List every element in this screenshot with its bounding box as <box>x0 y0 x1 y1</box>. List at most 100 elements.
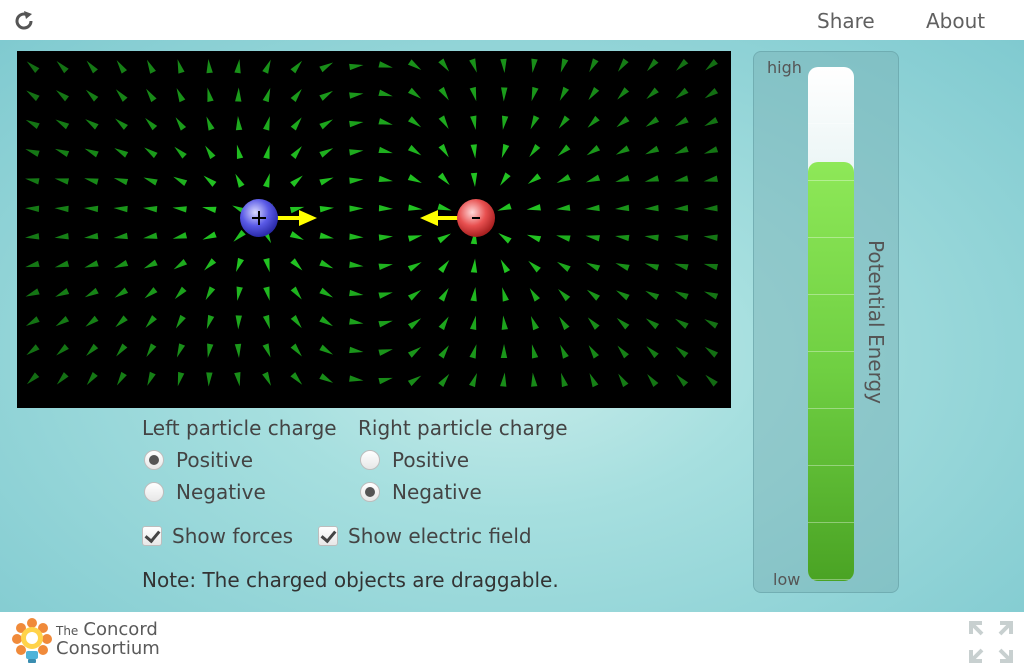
field-vector <box>704 319 719 329</box>
fullscreen-icon[interactable] <box>968 620 1014 664</box>
field-vector <box>290 258 303 271</box>
field-vector <box>204 258 217 271</box>
field-vector <box>235 315 242 330</box>
show-electric-field-label: Show electric field <box>348 524 532 548</box>
field-vector <box>438 58 450 72</box>
field-vector <box>235 173 245 188</box>
footer: The Concord Consortium <box>0 612 1024 670</box>
field-vector <box>378 234 393 241</box>
field-vector <box>236 286 243 301</box>
field-vector <box>206 372 213 387</box>
field-vector <box>144 147 158 159</box>
right-negative-radio[interactable]: Negative <box>360 480 482 504</box>
field-vector <box>235 257 245 273</box>
field-vector <box>407 174 422 183</box>
field-vector <box>263 173 270 188</box>
field-vector <box>56 344 69 356</box>
field-vector <box>647 374 659 387</box>
left-particle[interactable] <box>240 199 278 237</box>
field-vector <box>703 291 719 300</box>
field-vector <box>675 58 689 71</box>
field-vector <box>54 233 69 240</box>
field-vector <box>704 346 719 358</box>
field-vector <box>529 288 540 302</box>
field-vector <box>407 87 422 99</box>
field-vector <box>85 119 99 130</box>
field-vector <box>585 204 600 212</box>
reload-icon[interactable] <box>12 9 36 33</box>
field-vector <box>586 289 601 301</box>
field-vector <box>25 149 40 157</box>
field-vector <box>378 204 393 212</box>
field-vector <box>378 263 393 270</box>
field-vector <box>262 343 271 358</box>
field-vector <box>438 259 450 273</box>
right-positive-radio[interactable]: Positive <box>360 448 469 472</box>
left-positive-radio[interactable]: Positive <box>144 448 253 472</box>
field-vector <box>557 144 571 157</box>
field-vector <box>618 373 629 388</box>
field-vector <box>586 145 601 156</box>
field-vector <box>556 235 571 242</box>
field-vector <box>206 116 215 131</box>
field-vector <box>25 178 40 185</box>
field-vector <box>290 117 302 131</box>
field-vector <box>378 175 393 183</box>
share-link[interactable]: Share <box>817 9 875 33</box>
right-negative-label: Negative <box>392 480 482 504</box>
field-vector <box>378 377 393 385</box>
field-vector <box>143 177 158 186</box>
field-vector <box>143 259 158 269</box>
field-vector <box>145 117 158 131</box>
field-vector <box>470 172 478 187</box>
field-vector <box>674 146 689 155</box>
left-negative-radio[interactable]: Negative <box>144 480 266 504</box>
field-vector <box>705 59 718 71</box>
field-vector <box>556 204 571 211</box>
field-vector <box>378 146 393 154</box>
field-vector <box>674 234 689 241</box>
field-vector <box>470 258 478 273</box>
pe-bar-fill <box>808 162 854 581</box>
field-vector <box>56 61 69 74</box>
field-vector <box>290 314 302 329</box>
right-particle[interactable] <box>457 199 495 237</box>
field-vector <box>207 87 214 103</box>
field-vector <box>438 143 449 158</box>
field-vector <box>378 61 393 68</box>
field-vector <box>174 286 187 300</box>
field-vector <box>531 58 538 73</box>
field-vector <box>54 205 69 213</box>
main-area: Left particle charge Right particle char… <box>0 40 1024 612</box>
field-vector <box>615 174 630 182</box>
field-vector <box>173 176 188 187</box>
field-vector <box>319 148 334 158</box>
field-vector <box>25 316 40 326</box>
field-vector <box>86 343 99 356</box>
field-vector <box>500 344 508 359</box>
field-vector <box>585 235 600 242</box>
field-vector <box>233 229 246 242</box>
field-vector <box>470 287 477 302</box>
show-electric-field-checkbox[interactable]: Show electric field <box>318 524 532 548</box>
field-vector <box>704 117 719 127</box>
checkmark-icon <box>142 526 162 546</box>
field-vector <box>616 116 630 128</box>
field-vector <box>143 232 158 239</box>
electric-field-simulation[interactable] <box>17 51 731 408</box>
show-forces-checkbox[interactable]: Show forces <box>142 524 293 548</box>
left-positive-label: Positive <box>176 448 254 472</box>
about-link[interactable]: About <box>926 9 986 33</box>
field-vector <box>407 59 422 70</box>
field-vector <box>674 116 689 127</box>
field-vector <box>378 320 393 328</box>
field-vector <box>147 371 156 386</box>
field-vector <box>262 59 271 74</box>
concord-logo[interactable]: The Concord Consortium <box>56 619 160 659</box>
field-vector <box>206 314 215 330</box>
field-vector <box>526 204 541 211</box>
field-vector <box>676 374 689 387</box>
field-vector <box>113 232 128 240</box>
field-vector <box>115 315 128 328</box>
field-vector <box>84 260 99 268</box>
